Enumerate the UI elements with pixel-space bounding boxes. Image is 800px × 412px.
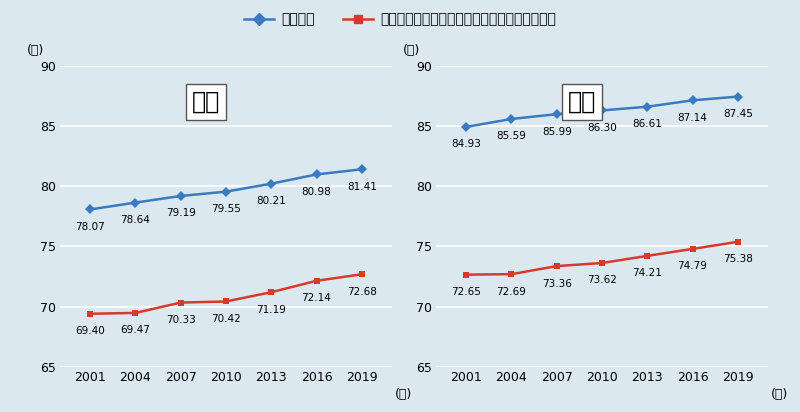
Text: 女性: 女性: [568, 90, 596, 114]
Text: 80.98: 80.98: [302, 187, 331, 197]
Text: 71.19: 71.19: [256, 305, 286, 315]
Text: 74.21: 74.21: [632, 268, 662, 279]
Text: 73.36: 73.36: [542, 279, 572, 288]
Text: 70.42: 70.42: [211, 314, 241, 324]
Text: 86.61: 86.61: [632, 119, 662, 129]
Text: 86.30: 86.30: [587, 123, 617, 133]
Text: 79.19: 79.19: [166, 208, 196, 218]
Text: 72.69: 72.69: [497, 287, 526, 297]
Text: 85.99: 85.99: [542, 126, 572, 137]
Text: (年): (年): [403, 44, 420, 57]
Text: 男性: 男性: [192, 90, 220, 114]
Text: 85.59: 85.59: [497, 131, 526, 141]
Legend: 平均寸命, 健康寸命（日常生活に制限のない期間の平均）: 平均寸命, 健康寸命（日常生活に制限のない期間の平均）: [238, 7, 562, 32]
Text: 69.47: 69.47: [121, 325, 150, 335]
Text: 75.38: 75.38: [723, 254, 753, 265]
Text: 72.65: 72.65: [451, 287, 481, 297]
Text: 70.33: 70.33: [166, 315, 196, 325]
Text: (年): (年): [771, 388, 789, 401]
Text: 84.93: 84.93: [451, 139, 481, 150]
Text: 73.62: 73.62: [587, 276, 617, 286]
Text: 69.40: 69.40: [75, 326, 105, 336]
Text: 72.68: 72.68: [347, 287, 377, 297]
Text: 87.45: 87.45: [723, 109, 753, 119]
Text: 78.64: 78.64: [121, 215, 150, 225]
Text: 80.21: 80.21: [256, 196, 286, 206]
Text: 78.07: 78.07: [75, 222, 105, 232]
Text: 79.55: 79.55: [211, 204, 241, 214]
Text: 74.79: 74.79: [678, 261, 707, 272]
Text: 72.14: 72.14: [302, 293, 331, 303]
Text: (年): (年): [395, 388, 413, 401]
Text: 81.41: 81.41: [347, 182, 377, 192]
Text: (年): (年): [26, 44, 44, 57]
Text: 87.14: 87.14: [678, 113, 707, 123]
